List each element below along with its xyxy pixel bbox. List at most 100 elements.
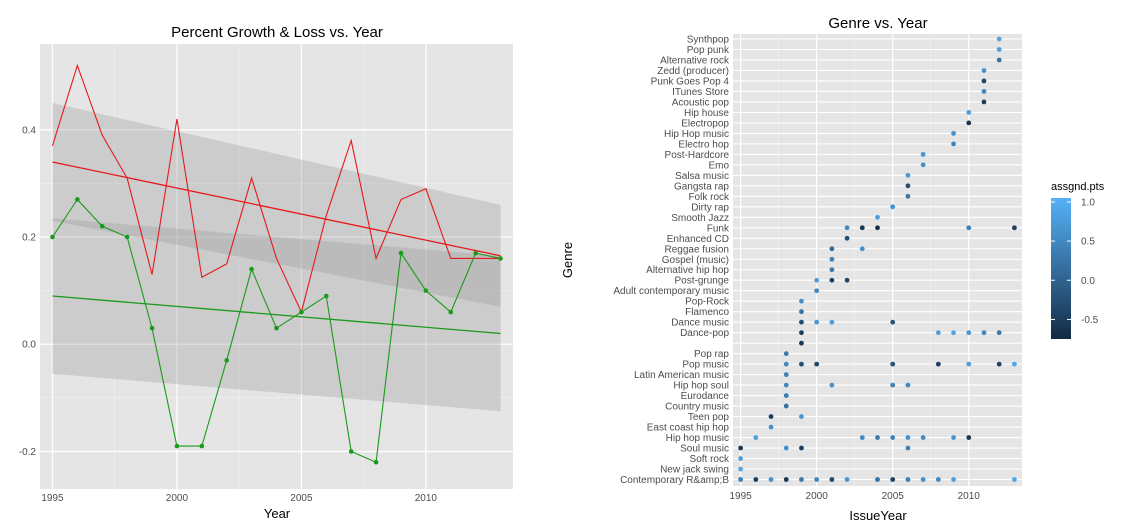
genre-tick-label: East coast hip hop xyxy=(647,423,730,434)
genre-point xyxy=(783,403,789,409)
genre-tick-label: Contemporary R&amp;B xyxy=(620,475,729,486)
genre-point xyxy=(738,477,744,482)
genre-point xyxy=(875,225,880,231)
genre-tick-label: Dance music xyxy=(671,318,729,329)
genre-tick-label: Enhanced CD xyxy=(667,234,729,245)
genre-point xyxy=(920,151,926,157)
right-x-tick-label: 2010 xyxy=(958,491,981,502)
genre-tick-label: Synthpop xyxy=(687,35,730,46)
genre-tick-label: ITunes Store xyxy=(672,87,729,98)
genre-tick-label: Gospel (music) xyxy=(662,255,729,266)
series-2-point xyxy=(249,266,254,272)
genre-tick-label: Gangsta rap xyxy=(674,181,729,192)
genre-point xyxy=(905,435,911,440)
genre-tick-label: Soul music xyxy=(680,444,729,455)
genre-point xyxy=(768,414,774,419)
genre-tick-label: Post-grunge xyxy=(675,276,730,287)
genre-tick-label: Hip hop music xyxy=(666,433,729,444)
legend-tick-label: 1.0 xyxy=(1081,197,1095,208)
genre-point xyxy=(890,319,896,325)
right-x-tick-labels: 1995 2000 2005 2010 xyxy=(729,491,980,502)
growth-loss-chart: Percent Growth & Loss vs. Year 1995 2000 2… xyxy=(19,24,513,521)
left-plot-panel xyxy=(40,44,513,489)
series-2-point xyxy=(348,449,354,454)
genre-tick-label: Pop punk xyxy=(687,45,730,56)
genre-point xyxy=(951,141,956,147)
genre-point xyxy=(996,361,1002,367)
genre-tick-label: Emo xyxy=(708,160,729,171)
genre-point xyxy=(814,319,820,325)
right-x-tick-label: 1995 xyxy=(729,491,752,502)
genre-point xyxy=(905,183,911,189)
left-x-tick-label: 2010 xyxy=(415,493,438,504)
right-y-axis-label: Genre xyxy=(560,242,575,278)
genre-point xyxy=(951,130,956,136)
series-2-point xyxy=(274,325,279,331)
genre-point xyxy=(890,204,896,210)
genre-point xyxy=(1011,477,1017,482)
genre-tick-label: Electro hop xyxy=(678,139,729,150)
series-2-point xyxy=(99,223,105,229)
genre-tick-label: Smooth Jazz xyxy=(671,213,729,224)
series-2-point xyxy=(124,234,130,240)
right-x-axis-label: IssueYear xyxy=(849,508,907,523)
genre-point xyxy=(966,225,972,231)
genre-point xyxy=(844,225,850,231)
trend-line-series-1 xyxy=(52,161,501,257)
genre-tick-label: Punk Goes Pop 4 xyxy=(651,76,730,87)
genre-point xyxy=(814,477,820,482)
genre-tick-label: Hip Hop music xyxy=(664,129,729,140)
genre-point xyxy=(890,435,896,440)
genre-tick-label: Flamenco xyxy=(685,307,729,318)
genre-tick-label: Funk xyxy=(707,223,730,234)
genre-point xyxy=(799,445,804,451)
right-plot-panel xyxy=(733,34,1022,486)
genre-tick-label: Hip house xyxy=(684,108,729,119)
genre-point xyxy=(1011,225,1017,231)
genre-point xyxy=(905,445,911,451)
genre-tick-label: Adult contemporary music xyxy=(613,286,729,297)
right-chart-title: Genre vs. Year xyxy=(828,15,927,32)
left-y-tick-label: -0.2 xyxy=(19,447,37,458)
genre-point xyxy=(799,309,804,315)
genre-point xyxy=(966,330,972,336)
genre-point xyxy=(920,162,926,168)
genre-point xyxy=(783,361,789,367)
genre-point xyxy=(844,235,850,241)
genre-tick-label: Alternative hip hop xyxy=(646,265,729,276)
genre-point xyxy=(799,340,804,346)
genre-point xyxy=(966,120,972,126)
genre-point xyxy=(920,435,926,440)
genre-point xyxy=(799,298,804,304)
genre-point xyxy=(844,477,850,482)
legend-tick-label: 0.5 xyxy=(1081,237,1095,248)
right-x-tick-label: 2000 xyxy=(806,491,829,502)
genre-point xyxy=(981,330,987,336)
left-chart-title: Percent Growth & Loss vs. Year xyxy=(171,24,383,41)
series-2-point xyxy=(498,256,503,261)
series-2-point xyxy=(323,293,329,299)
genre-point xyxy=(905,382,911,388)
genre-point xyxy=(905,477,911,482)
series-2-point xyxy=(398,250,404,256)
genre-point xyxy=(935,361,941,367)
series-2-point xyxy=(423,288,429,293)
genre-tick-label: Acoustic pop xyxy=(672,97,730,108)
genre-tick-label: Reggae fusion xyxy=(665,244,730,255)
genre-point xyxy=(966,361,972,367)
genre-point xyxy=(981,99,987,105)
genre-point xyxy=(996,330,1002,336)
genre-tick-label: Post-Hardcore xyxy=(665,150,730,161)
genre-tick-label: Alternative rock xyxy=(660,55,730,66)
legend-tick-label: -0.5 xyxy=(1081,315,1099,326)
genre-tick-label: Teen pop xyxy=(688,412,730,423)
genre-point xyxy=(875,214,880,220)
genre-tick-label: Latin American music xyxy=(634,370,729,381)
genre-tick-label: Pop rap xyxy=(694,349,729,360)
genre-tick-label: Pop music xyxy=(682,360,729,371)
genre-point xyxy=(768,477,774,482)
genre-tick-label: Dirty rap xyxy=(691,202,729,213)
series-2-point xyxy=(373,459,379,465)
genre-point xyxy=(890,477,896,482)
series-2-point xyxy=(149,325,155,331)
